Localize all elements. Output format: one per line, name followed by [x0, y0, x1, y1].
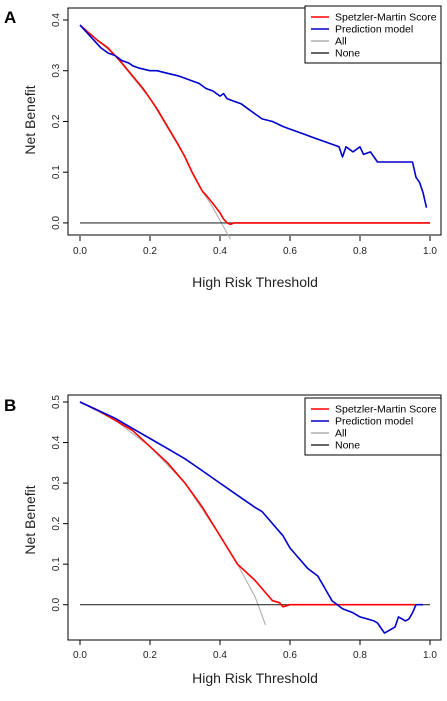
- legend-label-spetzler-martin-b: Spetzler-Martin Score: [335, 404, 437, 416]
- legend-label-prediction-model-b: Prediction model: [335, 416, 413, 428]
- legend-label-prediction-model-a: Prediction model: [335, 24, 413, 36]
- y-tick-label: 0.0: [51, 216, 62, 230]
- legend-label-all-b: All: [335, 428, 347, 440]
- y-tick-label: 0.3: [51, 63, 62, 77]
- x-axis-a: 0.0 0.2 0.4 0.6 0.8 1.0: [73, 236, 437, 257]
- series-group-b: [79, 401, 430, 634]
- plot-area-b: [67, 394, 442, 641]
- x-tick-label: 0.0: [73, 246, 87, 257]
- x-tick-label: 0.6: [283, 650, 297, 661]
- series-line-spetzler-martin-b: [79, 401, 416, 608]
- legend-label-spetzler-martin-a: Spetzler-Martin Score: [335, 12, 437, 24]
- series-line-prediction-model-a: [79, 24, 428, 208]
- legend-box-a: [304, 5, 442, 64]
- series-line-all-a: [79, 24, 231, 240]
- x-tick-label: 0.2: [143, 650, 157, 661]
- panel-letter-b: B: [4, 396, 16, 415]
- panel-a: A 0.0 0.2 0.4 0.6 0.8 1.0 0.0 0.1 0.2 0.3 0.4 Hig…: [4, 5, 442, 290]
- x-tick-label: 1.0: [423, 246, 437, 257]
- y-tick-label: 0.2: [51, 114, 62, 128]
- y-axis-title-a: Net Benefit: [22, 85, 38, 154]
- x-tick-label: 0.0: [73, 650, 87, 661]
- x-tick-label: 0.6: [283, 246, 297, 257]
- y-tick-label: 0.5: [51, 395, 62, 409]
- x-axis-b: 0.0 0.2 0.4 0.6 0.8 1.0: [73, 640, 437, 661]
- y-tick-label: 0.0: [51, 597, 62, 611]
- y-axis-a: 0.0 0.1 0.2 0.3 0.4: [51, 13, 68, 230]
- y-axis-title-b: Net Benefit: [22, 485, 38, 554]
- y-tick-label: 0.1: [51, 165, 62, 179]
- legend-label-none-a: None: [335, 48, 360, 60]
- y-tick-label: 0.4: [51, 435, 62, 449]
- x-tick-label: 0.4: [213, 650, 227, 661]
- panel-b: B 0.0 0.2 0.4 0.6 0.8 1.0 0.00.10.20.30.40.5 …: [4, 394, 442, 686]
- series-line-spetzler-martin-a: [79, 24, 430, 226]
- series-line-all-b: [79, 401, 267, 626]
- x-tick-label: 0.8: [353, 650, 367, 661]
- x-tick-label: 0.4: [213, 246, 227, 257]
- series-group-a: [79, 24, 430, 240]
- y-tick-label: 0.3: [51, 476, 62, 490]
- legend-label-none-b: None: [335, 440, 360, 452]
- panel-letter-a: A: [4, 8, 16, 27]
- series-line-prediction-model-b: [79, 401, 423, 634]
- x-tick-label: 0.8: [353, 246, 367, 257]
- y-tick-label: 0.2: [51, 516, 62, 530]
- x-tick-label: 0.2: [143, 246, 157, 257]
- legend-label-all-a: All: [335, 36, 347, 48]
- y-tick-label: 0.4: [51, 13, 62, 27]
- y-tick-label: 0.1: [51, 557, 62, 571]
- x-axis-title-b: High Risk Threshold: [192, 670, 318, 686]
- y-axis-b: 0.0 0.1 0.2 0.3 0.4 0.5: [51, 395, 68, 612]
- x-tick-label: 1.0: [423, 650, 437, 661]
- x-axis-title-a: High Risk Threshold: [192, 274, 318, 290]
